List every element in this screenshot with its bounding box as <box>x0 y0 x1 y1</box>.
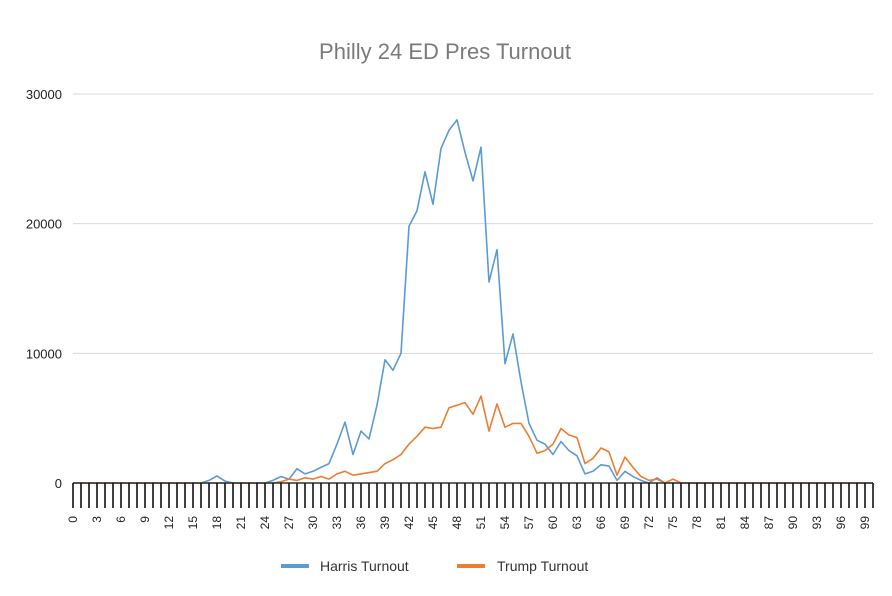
x-tick-label: 57 <box>522 516 536 530</box>
x-tick-label: 3 <box>90 516 104 523</box>
x-tick-label: 30 <box>306 516 320 530</box>
legend-label: Harris Turnout <box>320 558 409 574</box>
x-tick-label: 45 <box>426 516 440 530</box>
x-tick-label: 63 <box>570 516 584 530</box>
series-line-trump <box>73 395 873 484</box>
x-tick-label: 21 <box>234 516 248 530</box>
x-tick-label: 0 <box>66 516 80 523</box>
x-tick-label: 96 <box>834 516 848 530</box>
legend-label: Trump Turnout <box>497 558 588 574</box>
gridlines <box>73 93 873 354</box>
x-tick-label: 27 <box>282 516 296 530</box>
x-tick-label: 9 <box>138 516 152 523</box>
x-tick-label: 24 <box>258 516 272 530</box>
x-tick-label: 93 <box>810 516 824 530</box>
x-tick-label: 15 <box>186 516 200 530</box>
chart-title: Philly 24 ED Pres Turnout <box>319 39 571 64</box>
x-tick-label: 87 <box>762 516 776 530</box>
x-tick-label: 33 <box>330 516 344 530</box>
x-tick-label: 51 <box>474 516 488 530</box>
y-tick-label: 20000 <box>26 217 62 232</box>
y-tick-label: 0 <box>55 476 62 491</box>
x-tick-label: 72 <box>642 516 656 530</box>
x-axis: 0 3 6 9 12 15 18 21 24 27 30 33 36 39 42 45 48 51 54 57 60 63… <box>66 482 874 530</box>
x-tick-label: 54 <box>498 516 512 530</box>
y-tick-label: 10000 <box>26 346 62 361</box>
legend: Harris Turnout Trump Turnout <box>281 558 588 574</box>
y-tick-label: 30000 <box>26 87 62 102</box>
x-tick-label: 78 <box>690 516 704 530</box>
series-line-harris <box>73 119 873 484</box>
x-tick-label: 42 <box>402 516 416 530</box>
x-tick-label: 99 <box>858 516 872 530</box>
series-lines <box>73 119 873 484</box>
x-tick-label: 84 <box>738 516 752 530</box>
x-tick-label: 66 <box>594 516 608 530</box>
x-tick-label: 90 <box>786 516 800 530</box>
x-tick-label: 18 <box>210 516 224 530</box>
x-tick-label: 36 <box>354 516 368 530</box>
y-axis-tick-labels: 0 10000 20000 30000 <box>26 87 62 491</box>
x-tick-label: 39 <box>378 516 392 530</box>
x-tick-label: 60 <box>546 516 560 530</box>
x-tick-label: 48 <box>450 516 464 530</box>
x-tick-label: 75 <box>666 516 680 530</box>
x-tick-label: 6 <box>114 516 128 523</box>
x-tick-label: 81 <box>714 516 728 530</box>
x-tick-label: 69 <box>618 516 632 530</box>
x-tick-label: 12 <box>162 516 176 530</box>
